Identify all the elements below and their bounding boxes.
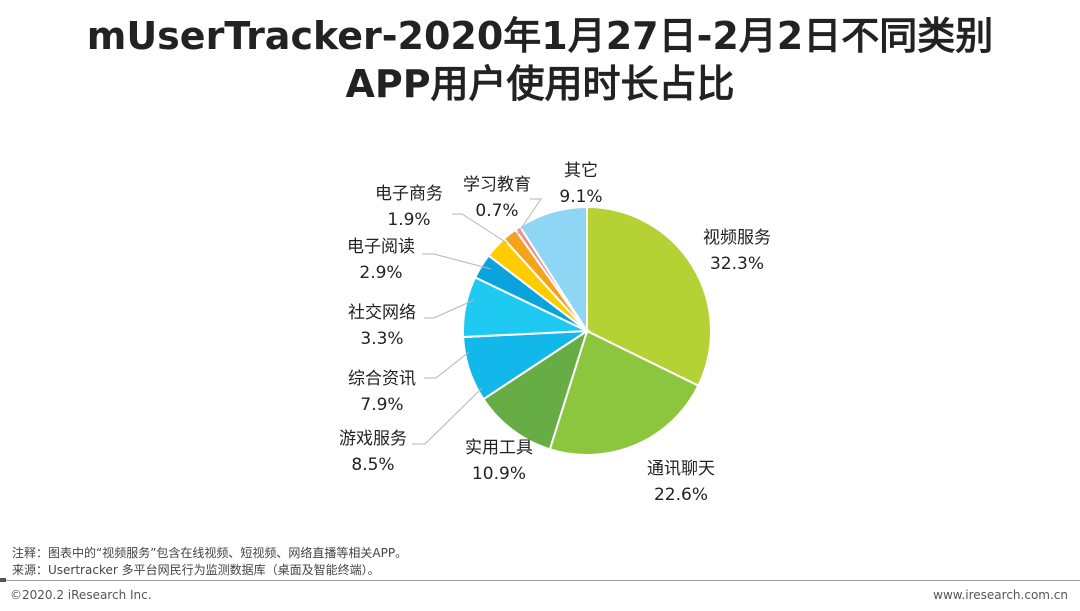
- footer-divider: [0, 580, 1080, 581]
- notes: 注释：图表中的“视频服务”包含在线视频、短视频、网络直播等相关APP。 来源：U…: [12, 545, 407, 579]
- leader-line: [515, 198, 542, 237]
- slice-category-label: 学习教育: [463, 175, 531, 195]
- chart-title: mUserTracker-2020年1月27日-2月2日不同类别 APP用户使用…: [0, 12, 1080, 108]
- slice-category-label: 电子阅读: [347, 237, 415, 257]
- pie-slice: [548, 329, 700, 456]
- chart-title-line1: mUserTracker-2020年1月27日-2月2日不同类别: [86, 14, 994, 58]
- footer-divider-accent: [0, 578, 6, 582]
- slice-value-label: 9.1%: [559, 187, 602, 207]
- slice-category-label: 社交网络: [348, 303, 416, 323]
- pie-slice: [518, 205, 588, 335]
- leader-line: [452, 213, 508, 244]
- slice-value-label: 1.9%: [387, 210, 430, 230]
- slice-value-label: 3.3%: [360, 329, 403, 349]
- source-text: 来源：Usertracker 多平台网民行为监测数据库（桌面及智能终端）。: [12, 563, 380, 577]
- slice-category-label: 综合资讯: [348, 369, 416, 389]
- slice-value-label: 0.7%: [475, 201, 518, 221]
- slice-category-label: 其它: [564, 161, 598, 181]
- slice-category-label: 视频服务: [703, 228, 771, 248]
- slice-value-label: 32.3%: [710, 254, 764, 274]
- leader-line: [412, 387, 483, 445]
- leader-line: [422, 253, 492, 270]
- slice-category-label: 游戏服务: [339, 429, 407, 449]
- website-text: www.iresearch.com.cn: [933, 588, 1068, 602]
- pie-slice: [482, 328, 589, 451]
- slice-category-label: 电子商务: [375, 184, 443, 204]
- copyright-text: ©2020.2 iResearch Inc.: [10, 588, 152, 602]
- slice-value-label: 2.9%: [359, 263, 402, 283]
- slice-value-label: 10.9%: [472, 464, 526, 484]
- leader-line: [424, 351, 470, 379]
- slice-value-label: 8.5%: [351, 455, 394, 475]
- slice-category-label: 通讯聊天: [647, 459, 715, 479]
- slice-value-label: 22.6%: [654, 485, 708, 505]
- slice-category-label: 实用工具: [465, 438, 533, 458]
- leader-line: [424, 299, 475, 319]
- chart-title-line2: APP用户使用时长占比: [345, 62, 735, 106]
- note-text: 注释：图表中的“视频服务”包含在线视频、短视频、网络直播等相关APP。: [12, 546, 408, 560]
- slice-value-label: 7.9%: [360, 395, 403, 415]
- pie-slice: [586, 205, 712, 388]
